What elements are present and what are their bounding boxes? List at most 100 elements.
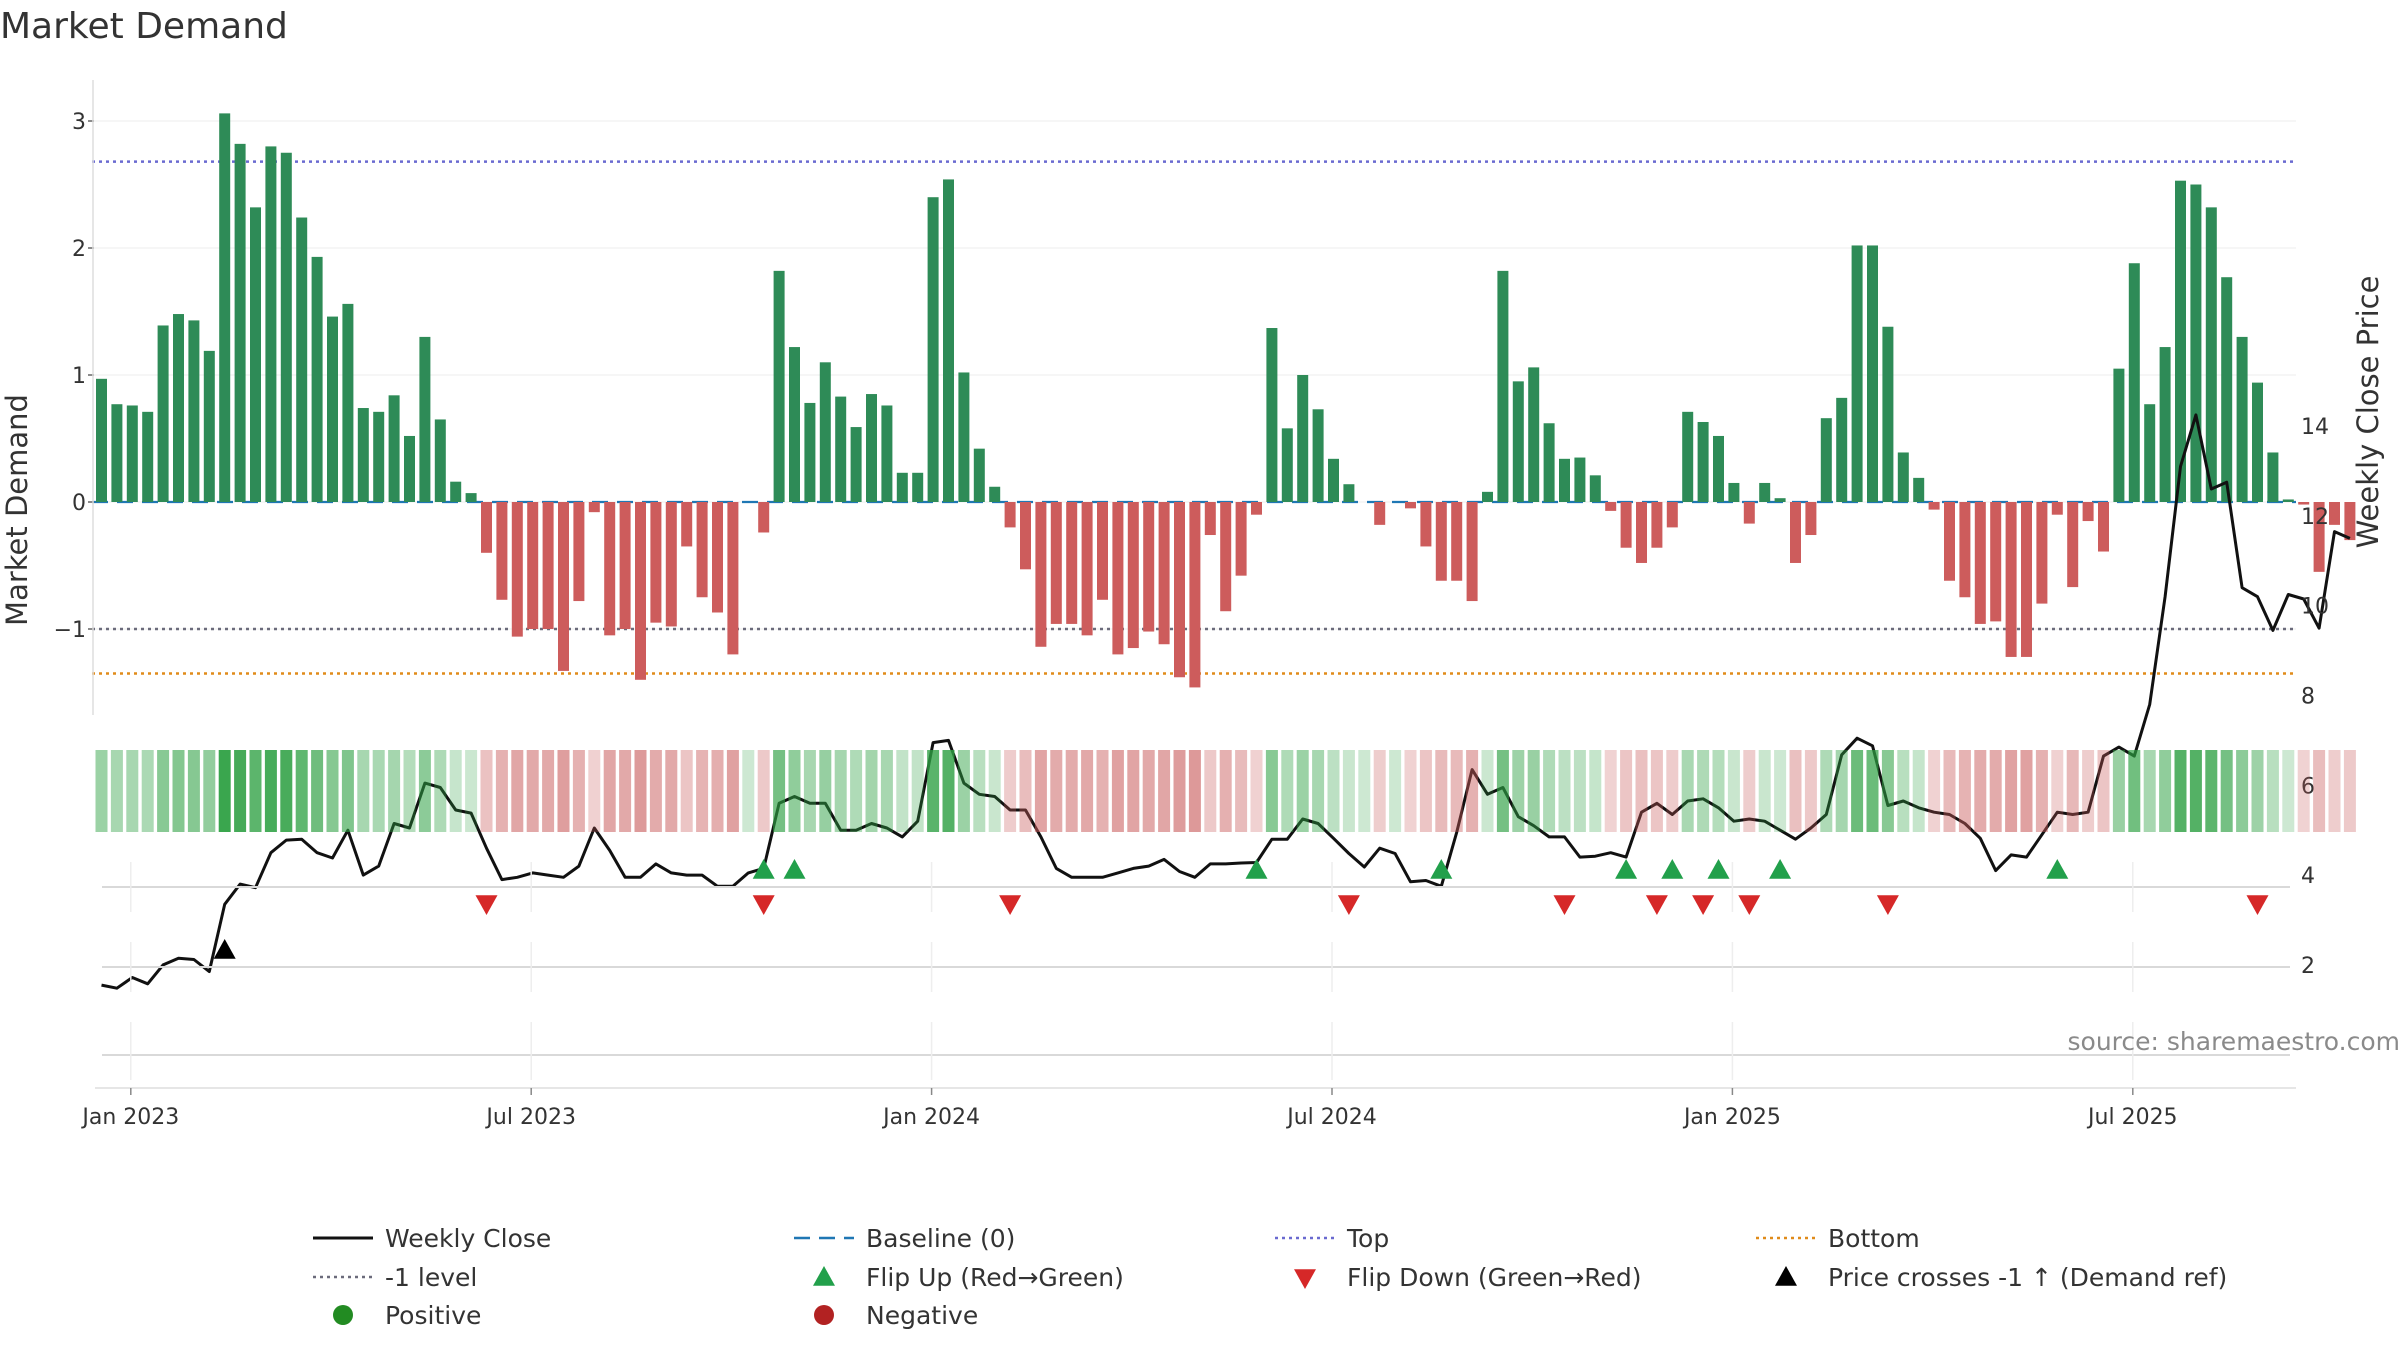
demand-bar — [481, 502, 492, 553]
demand-bar — [1420, 502, 1432, 547]
demand-bar — [280, 152, 292, 502]
demand-bar — [311, 256, 323, 502]
demand-bar — [1805, 502, 1817, 536]
demand-bar — [681, 502, 693, 547]
left-axis-label: Market Demand — [0, 394, 34, 626]
heat-cell — [2128, 750, 2141, 832]
heat-cell — [2189, 750, 2202, 832]
demand-bar — [804, 402, 816, 502]
heat-cell — [2343, 750, 2356, 832]
demand-bar — [1143, 502, 1155, 632]
demand-bar — [773, 270, 785, 502]
demand-bar — [2036, 502, 2048, 604]
heat-cell — [911, 750, 924, 832]
legend-label: Bottom — [1828, 1224, 1920, 1253]
heat-cell — [757, 750, 770, 832]
legend-item-baseline: Baseline (0) — [794, 1224, 1015, 1253]
heat-cell — [126, 750, 139, 832]
heat-cell — [1265, 750, 1278, 832]
demand-bar — [419, 336, 431, 502]
heat-cell — [2112, 750, 2125, 832]
demand-bar — [2021, 502, 2032, 657]
heat-cell — [2313, 750, 2326, 832]
heat-cell — [1450, 750, 1463, 832]
heat-cell — [1019, 750, 1032, 832]
heat-cell — [1620, 750, 1633, 832]
demand-bar — [1713, 435, 1724, 502]
heat-cell — [1342, 750, 1355, 832]
flip-up-marker — [1430, 859, 1453, 879]
heat-cell — [1065, 750, 1078, 832]
heat-cell — [880, 750, 893, 832]
demand-bar — [1605, 502, 1617, 511]
heat-cell — [1466, 750, 1479, 832]
flip-up-marker — [2046, 859, 2069, 879]
heat-cell — [157, 750, 170, 832]
right-tick-label: 6 — [2301, 774, 2315, 799]
heat-cell — [187, 750, 200, 832]
heat-cell — [449, 750, 462, 832]
heat-cell — [726, 750, 739, 832]
legend-item-flip-down: Flip Down (Green→Red) — [1294, 1263, 1642, 1292]
demand-bar — [1697, 421, 1709, 502]
heat-cell — [1789, 750, 1802, 832]
demand-bar — [450, 481, 462, 502]
left-tick-label: −1 — [54, 618, 86, 643]
demand-bar — [2205, 207, 2217, 503]
heat-cell — [1758, 750, 1771, 832]
demand-bar — [1528, 367, 1540, 502]
flip-down-marker — [1553, 895, 1576, 915]
demand-bar — [943, 179, 954, 503]
demand-bar — [1974, 502, 1986, 624]
flip-up-marker — [1615, 859, 1638, 879]
legend-swatch — [813, 1266, 835, 1286]
price-cross-marker — [213, 939, 236, 959]
demand-bar — [1004, 502, 1016, 528]
demand-bar — [2236, 336, 2248, 502]
heat-cell — [2266, 750, 2279, 832]
heat-cell — [865, 750, 878, 832]
heat-cell — [1928, 750, 1941, 832]
heat-cell — [819, 750, 832, 832]
legend-item-top: Top — [1275, 1224, 1389, 1253]
demand-bar — [157, 325, 169, 502]
chart-title: Market Demand — [0, 6, 288, 47]
demand-bar — [1035, 502, 1047, 647]
heat-cell — [1389, 750, 1402, 832]
demand-bar — [1574, 457, 1586, 502]
legend-swatch — [814, 1305, 834, 1325]
demand-bar — [558, 502, 569, 671]
demand-bar — [1774, 498, 1786, 502]
demand-bar — [1728, 482, 1740, 502]
demand-bar — [2113, 368, 2125, 502]
heat-cell — [588, 750, 601, 832]
legend-swatch — [1775, 1266, 1797, 1286]
flip-down-marker — [1645, 895, 1668, 915]
demand-bar — [2298, 502, 2310, 505]
heat-cell — [249, 750, 262, 832]
heat-cell — [1881, 750, 1894, 832]
heat-cell — [988, 750, 1001, 832]
legend-swatch — [1294, 1269, 1316, 1289]
event-marker-panels — [102, 859, 2290, 1080]
heat-cell — [388, 750, 401, 832]
heat-cell — [264, 750, 277, 832]
demand-bar — [973, 448, 985, 502]
demand-bar — [665, 502, 677, 627]
demand-bar — [1543, 423, 1555, 502]
flip-up-marker — [1661, 859, 1684, 879]
heat-cell — [465, 750, 478, 832]
legend-item-negative: Negative — [814, 1301, 978, 1330]
heat-cell — [803, 750, 816, 832]
demand-bar — [1620, 502, 1632, 548]
demand-bar — [850, 427, 862, 502]
flip-up-marker — [1707, 859, 1730, 879]
demand-bar — [927, 197, 939, 502]
demand-bar — [1297, 375, 1309, 502]
heat-cell — [511, 750, 524, 832]
heat-cell — [1096, 750, 1109, 832]
demand-bar — [1743, 502, 1755, 524]
legend-label: Flip Down (Green→Red) — [1347, 1263, 1642, 1292]
demand-bar — [1913, 477, 1925, 502]
